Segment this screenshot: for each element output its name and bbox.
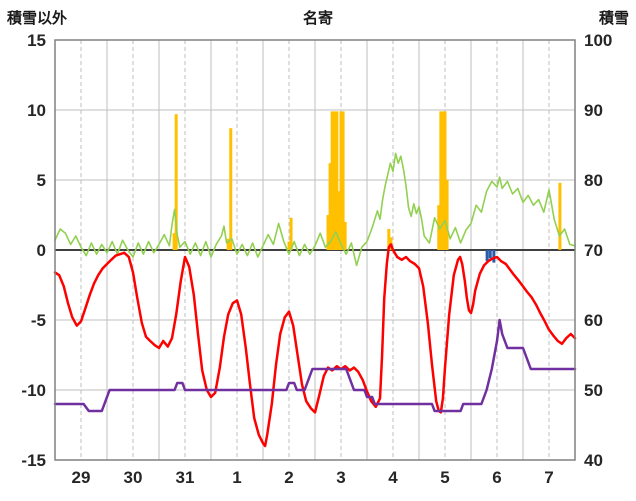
right-axis-title: 積雪 bbox=[598, 10, 629, 27]
orange-bars bbox=[328, 163, 332, 250]
x-axis-tick-label: 30 bbox=[124, 468, 143, 487]
right-axis-tick-label: 60 bbox=[584, 311, 603, 330]
orange-bars bbox=[330, 111, 334, 251]
orange-bars bbox=[439, 111, 443, 251]
orange-bars bbox=[289, 217, 293, 250]
right-axis-tick-label: 70 bbox=[584, 241, 603, 260]
orange-bars bbox=[339, 111, 343, 251]
blue-bars bbox=[488, 250, 492, 259]
right-axis-tick-label: 50 bbox=[584, 381, 603, 400]
plot-border bbox=[54, 39, 576, 461]
x-axis-tick-label: 31 bbox=[176, 468, 195, 487]
orange-bars bbox=[174, 114, 178, 250]
orange-bars bbox=[558, 182, 562, 250]
orange-bars bbox=[341, 111, 345, 251]
x-axis-tick-label: 1 bbox=[232, 468, 241, 487]
orange-bars bbox=[332, 111, 336, 251]
orange-bars bbox=[326, 215, 330, 250]
left-axis-tick-label: -10 bbox=[21, 381, 46, 400]
left-axis-title: 積雪以外 bbox=[7, 10, 68, 27]
orange-bars bbox=[287, 241, 291, 250]
right-axis-tick-label: 90 bbox=[584, 101, 603, 120]
orange-bars bbox=[337, 191, 341, 250]
blue-bars bbox=[485, 250, 489, 262]
left-axis-tick-label: -15 bbox=[21, 451, 46, 470]
orange-bars bbox=[441, 111, 445, 251]
right-axis-tick-label: 40 bbox=[584, 451, 603, 470]
left-axis-tick-label: 10 bbox=[27, 101, 46, 120]
orange-bars bbox=[172, 233, 176, 250]
x-axis-tick-label: 7 bbox=[544, 468, 553, 487]
x-axis-tick-label: 29 bbox=[72, 468, 91, 487]
right-axis-tick-label: 80 bbox=[584, 171, 603, 190]
green-line bbox=[54, 152, 576, 267]
left-axis-tick-label: 5 bbox=[37, 171, 46, 190]
left-axis-tick-label: 15 bbox=[27, 31, 46, 50]
orange-bars bbox=[226, 238, 230, 250]
orange-bars bbox=[335, 111, 339, 251]
chart-title: 名寄 bbox=[302, 10, 333, 27]
orange-bars bbox=[387, 229, 391, 250]
orange-bars bbox=[343, 222, 347, 250]
left-axis-tick-label: -5 bbox=[31, 311, 46, 330]
purple-line bbox=[53, 318, 577, 413]
red-line bbox=[53, 243, 577, 448]
orange-bars bbox=[445, 180, 449, 250]
left-axis-tick-label: 0 bbox=[37, 241, 46, 260]
blue-bars bbox=[492, 250, 496, 263]
x-axis-tick-label: 3 bbox=[336, 468, 345, 487]
x-axis-tick-label: 5 bbox=[440, 468, 449, 487]
orange-bars bbox=[229, 128, 233, 250]
x-axis-tick-label: 6 bbox=[492, 468, 501, 487]
orange-bars bbox=[443, 111, 447, 251]
x-axis-tick-label: 4 bbox=[388, 468, 398, 487]
x-axis-tick-label: 2 bbox=[284, 468, 293, 487]
right-axis-tick-label: 100 bbox=[584, 31, 612, 50]
